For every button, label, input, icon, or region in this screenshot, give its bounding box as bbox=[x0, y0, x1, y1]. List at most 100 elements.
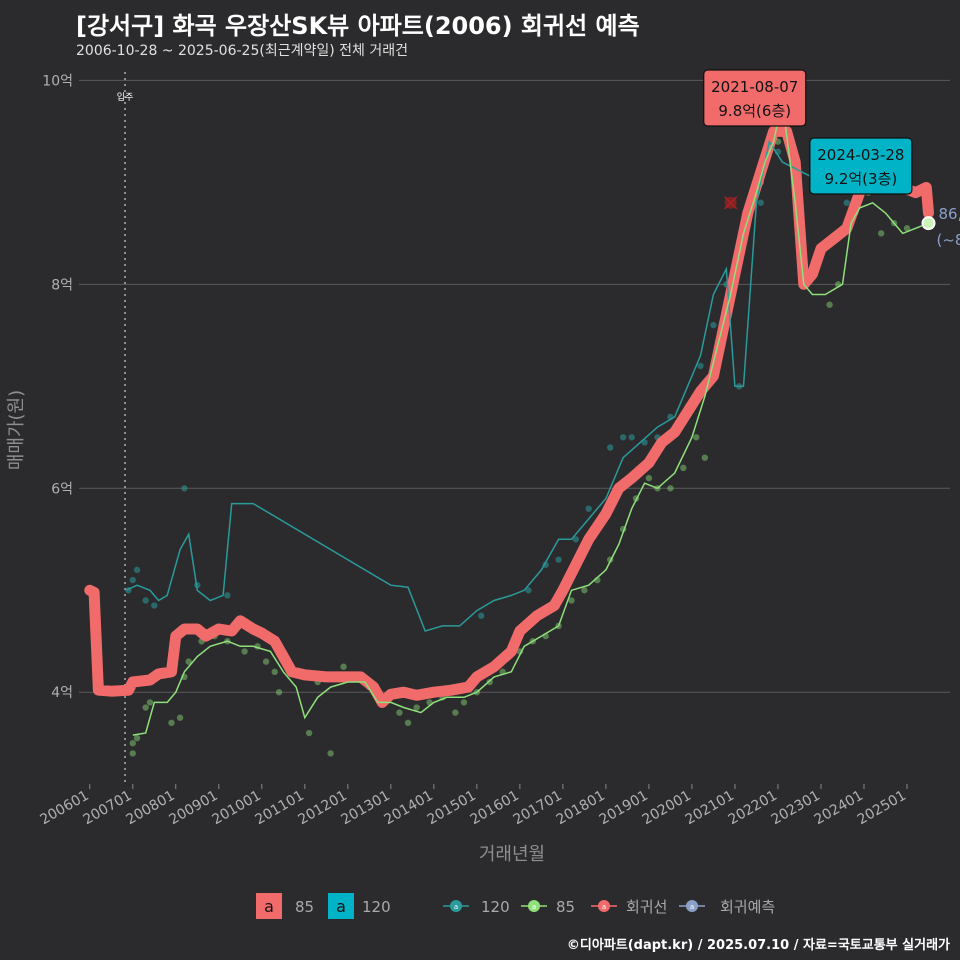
scatter-point-85 bbox=[903, 225, 911, 232]
y-axis-label: 매매가(원) bbox=[6, 390, 27, 470]
scatter-point-120 bbox=[628, 434, 635, 441]
legend-area-key: a bbox=[264, 897, 274, 916]
scatter-point-85 bbox=[129, 750, 136, 757]
legend-series-dot bbox=[528, 900, 540, 912]
scatter-point-85 bbox=[327, 750, 334, 757]
x-tick-label: 201801 bbox=[554, 788, 608, 829]
y-tick-label: 4억 bbox=[51, 685, 73, 701]
x-tick-label: 201401 bbox=[382, 788, 436, 829]
scatter-point-85 bbox=[396, 709, 403, 716]
x-tick-label: 200701 bbox=[80, 788, 134, 829]
scatter-point-85 bbox=[680, 464, 687, 472]
y-tick-label: 6억 bbox=[51, 481, 73, 497]
x-tick-label: 202401 bbox=[812, 788, 866, 829]
annotation-date: 2024-03-28 bbox=[817, 146, 904, 164]
x-tick-label: 200901 bbox=[166, 788, 220, 829]
annotation-value: 9.8억(6층) bbox=[718, 102, 791, 120]
scatter-point-85 bbox=[185, 658, 192, 665]
legend-series-key: a bbox=[602, 903, 606, 911]
chart-title: [강서구] 화곡 우장산SK뷰 아파트(2006) 회귀선 예측 bbox=[76, 12, 640, 40]
scatter-point-120 bbox=[555, 556, 562, 563]
series-line-85 bbox=[132, 100, 929, 736]
legend-area-swatch bbox=[328, 893, 354, 919]
chart-subtitle: 2006-10-28 ~ 2025-06-25(최근계약일) 전체 거래건 bbox=[76, 43, 408, 59]
x-tick-label: 201101 bbox=[253, 788, 307, 829]
x-tick-label: 202001 bbox=[640, 788, 694, 829]
forecast-point bbox=[921, 216, 936, 231]
scatter-point-85 bbox=[305, 729, 313, 737]
scatter-point-85 bbox=[340, 663, 347, 670]
annotation-value: 9.2억(3층) bbox=[825, 170, 898, 188]
scatter-point-120 bbox=[710, 321, 717, 329]
legend: a 85 a 120 a 120 a 85 a 회귀선 a 회귀예측 bbox=[256, 893, 775, 919]
excluded-point-cross bbox=[724, 196, 738, 210]
scatter-point-85 bbox=[645, 474, 653, 482]
scatter-point-120 bbox=[142, 597, 149, 604]
legend-series-dot bbox=[686, 900, 698, 912]
x-tick-label: 201501 bbox=[425, 788, 479, 829]
x-tick-label: 201901 bbox=[597, 788, 651, 829]
forecast-price-label: 86,000 bbox=[938, 205, 960, 223]
scatter-point-85 bbox=[486, 678, 493, 686]
x-tick-label: 200801 bbox=[123, 788, 177, 829]
annotations: 86,000 (~85㎡) 2021-08-07 9.8억(6층) 2024-03-28… bbox=[703, 69, 960, 249]
y-tick-label: 10억 bbox=[42, 73, 73, 89]
x-tick-label: 200601 bbox=[37, 788, 91, 829]
x-tick-label: 201701 bbox=[511, 788, 565, 829]
scatter-point-85 bbox=[877, 230, 885, 237]
scatter-point-85 bbox=[452, 709, 459, 716]
scatter-point-120 bbox=[607, 444, 614, 451]
scatter-point-85 bbox=[271, 668, 278, 676]
scatter-point-120 bbox=[697, 362, 704, 370]
x-tick-label: 202201 bbox=[726, 788, 780, 829]
regression-line bbox=[84, 125, 934, 708]
legend-area-label: 120 bbox=[362, 898, 391, 916]
scatter-point-120 bbox=[129, 576, 136, 584]
scatter-point-120 bbox=[585, 505, 592, 512]
series-lines bbox=[84, 100, 934, 736]
scatter-point-120 bbox=[224, 592, 231, 599]
scatter-point-85 bbox=[176, 714, 184, 721]
scatter-point-85 bbox=[581, 587, 588, 594]
forecast-area-label: (~85㎡) bbox=[936, 231, 960, 249]
legend-series-label: 120 bbox=[481, 898, 510, 916]
x-tick-label: 201001 bbox=[210, 788, 264, 829]
scatter-point-85 bbox=[168, 719, 175, 727]
legend-area-key: a bbox=[336, 897, 346, 916]
footer-credit: ©디아파트(dapt.kr) / 2025.07.10 / 자료=국토교통부 실… bbox=[566, 938, 950, 953]
legend-series-key: a bbox=[532, 903, 536, 911]
x-tick-label: 202301 bbox=[769, 788, 823, 829]
scatter-point-120 bbox=[151, 602, 158, 609]
scatter-point-120 bbox=[843, 199, 850, 206]
x-tick-label: 201201 bbox=[296, 788, 350, 829]
legend-series-label: 회귀예측 bbox=[720, 898, 775, 916]
legend-series-dot bbox=[450, 900, 462, 912]
scatter-point-85 bbox=[568, 597, 575, 604]
series-line-120 bbox=[125, 139, 899, 632]
scatter-point-85 bbox=[413, 704, 420, 711]
scatter-point-85 bbox=[701, 454, 709, 461]
legend-series-dot bbox=[598, 900, 610, 912]
scatter-point-85 bbox=[133, 734, 141, 742]
scatter-point-85 bbox=[262, 658, 270, 665]
annotation-date: 2021-08-07 bbox=[711, 78, 798, 96]
scatter-point-120 bbox=[181, 485, 188, 492]
scatter-point-85 bbox=[129, 740, 136, 747]
legend-series-key: a bbox=[690, 903, 694, 911]
move-in-label: 입주 bbox=[117, 91, 134, 103]
scatter-point-85 bbox=[460, 699, 468, 706]
scatter-point-120 bbox=[572, 536, 579, 543]
scatter-point-120 bbox=[619, 434, 627, 441]
y-tick-label: 8억 bbox=[51, 277, 73, 293]
x-tick-label: 202101 bbox=[683, 788, 737, 829]
legend-area-swatch bbox=[256, 893, 282, 919]
scatter-point-120 bbox=[525, 587, 532, 594]
scatter-point-85 bbox=[275, 689, 283, 696]
scatter-point-120 bbox=[133, 566, 141, 574]
x-tick-label: 202501 bbox=[855, 788, 909, 829]
x-tick-label: 201601 bbox=[468, 788, 522, 829]
legend-area-label: 85 bbox=[295, 898, 314, 916]
scatter-point-120 bbox=[477, 612, 485, 619]
scatter-points bbox=[125, 138, 911, 757]
